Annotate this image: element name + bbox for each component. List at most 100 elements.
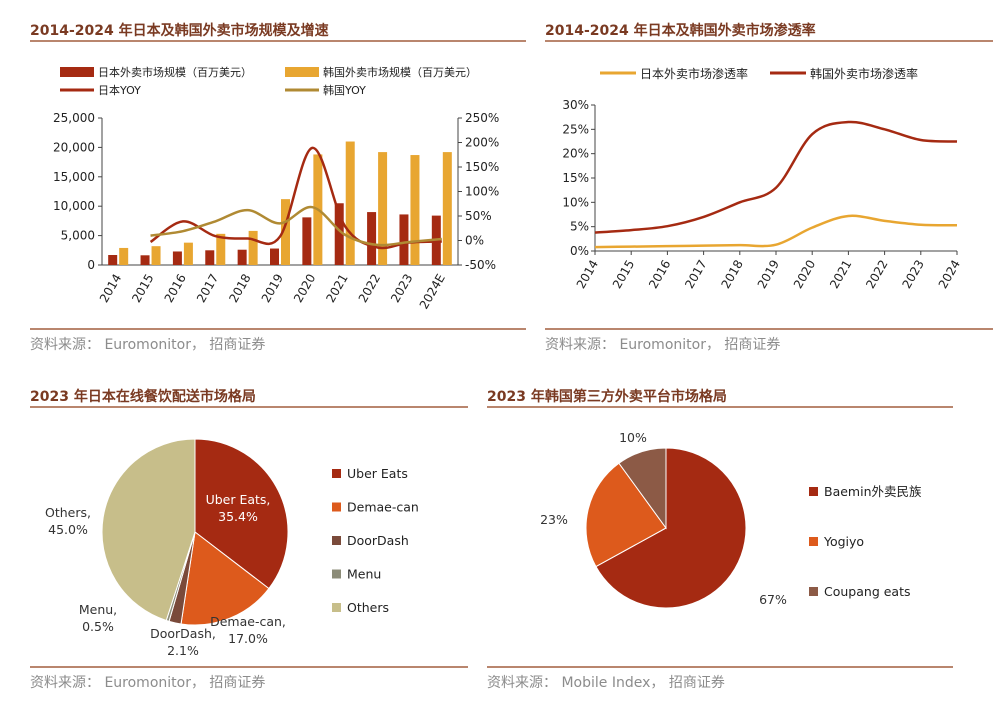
legend-swatch [60, 67, 94, 77]
right-tick-label: -50% [465, 258, 496, 272]
right-tick-label: 200% [465, 136, 499, 150]
right-tick-label: 0% [465, 234, 484, 248]
bar [151, 246, 161, 265]
x-tick-label: 2020 [791, 258, 818, 291]
y-tick-label: 25% [562, 122, 589, 136]
x-tick-label: 2022 [356, 272, 383, 305]
bar [216, 233, 226, 265]
legend-label: 日本外卖市场规模（百万美元） [98, 65, 252, 79]
slice-label: 17.0% [228, 631, 268, 646]
y-tick-label: 0% [570, 244, 589, 258]
left-tick-label: 5,000 [61, 229, 95, 243]
legend-label: 韩国外卖市场规模（百万美元） [323, 65, 477, 79]
x-tick-label: 2017 [194, 272, 221, 305]
pie-slice [618, 447, 667, 530]
bar [442, 152, 452, 265]
slice-label: Demae-can, [210, 614, 286, 629]
title-rule [30, 406, 468, 408]
legend-swatch [809, 537, 818, 546]
y-tick-label: 20% [562, 147, 589, 161]
bar [281, 199, 290, 265]
slice-label: Menu, [79, 602, 117, 617]
slice-label: 2.1% [167, 643, 199, 658]
x-tick-label: 2021 [323, 272, 350, 305]
legend-label: Baemin外卖民族 [824, 484, 922, 499]
legend-label: Yogiyo [823, 534, 864, 549]
bar [172, 251, 182, 265]
slice-label: 0.5% [82, 619, 114, 634]
title-rule [487, 406, 953, 408]
x-tick-label: 2020 [291, 272, 318, 305]
footer-rule [30, 328, 526, 330]
yoy-line [149, 146, 442, 250]
penetration-line [594, 214, 958, 249]
korea-market-share-pie: 67% Baemin外卖民族 23% Yogiyo 10% Coupang eats [540, 430, 922, 609]
pie-slice [585, 462, 667, 568]
source-note: 资料来源： Mobile Index， 招商证券 [487, 675, 725, 691]
bar [140, 255, 150, 265]
legend-swatch [332, 569, 341, 579]
legend-label: 韩国外卖市场渗透率 [810, 66, 918, 81]
left-tick-label: 20,000 [53, 140, 95, 154]
legend-swatch [809, 587, 818, 596]
bar [205, 250, 215, 265]
bar [248, 230, 258, 265]
bar [334, 203, 344, 265]
right-tick-label: 150% [465, 160, 499, 174]
x-tick-label: 2015 [610, 258, 637, 291]
pie-slice [194, 438, 289, 590]
x-tick-label: 2024 [936, 258, 963, 291]
x-tick-label: 2017 [682, 258, 709, 291]
slice-label: Others, [45, 505, 91, 520]
slice-label: 45.0% [48, 522, 88, 537]
left-tick-label: 15,000 [53, 170, 95, 184]
footer-rule [545, 328, 993, 330]
source-note: 资料来源： Euromonitor， 招商证券 [30, 675, 266, 691]
legend-label: DoorDash [347, 533, 409, 548]
x-tick-label: 2019 [755, 258, 782, 291]
penetration-chart: 日本外卖市场渗透率 韩国外卖市场渗透率 0% 5% 10% 15% 20% 25% 30% 201… [562, 66, 963, 291]
source-note: 资料来源： Euromonitor， 招商证券 [545, 337, 781, 353]
panel-title: 2014-2024 年日本及韩国外卖市场渗透率 [545, 23, 816, 39]
legend-label: Uber Eats [347, 466, 408, 481]
left-tick-label: 10,000 [53, 199, 95, 213]
legend-label: Menu [347, 567, 381, 582]
x-tick-label: 2014 [97, 272, 124, 305]
legend-label: 日本外卖市场渗透率 [640, 66, 748, 81]
right-tick-label: 50% [465, 209, 492, 223]
pie-slice [180, 531, 270, 626]
x-tick-label: 2023 [899, 258, 926, 291]
right-tick-label: 100% [465, 185, 499, 199]
legend-swatch [332, 536, 341, 545]
left-tick-label: 25,000 [53, 111, 95, 125]
bar [302, 217, 312, 265]
legend-label: 日本YOY [98, 83, 141, 97]
legend-swatch [809, 487, 818, 496]
x-tick-label: 2023 [388, 272, 415, 305]
penetration-line [594, 120, 958, 234]
right-tick-label: 250% [465, 111, 499, 125]
source-note: 资料来源： Euromonitor， 招商证券 [30, 337, 266, 353]
bar [345, 141, 355, 265]
panel-title: 2014-2024 年日本及韩国外卖市场规模及增速 [30, 23, 329, 39]
japan-market-share-pie: Uber Eats, 35.4% Uber Eats Demae-can, 17.0% D… [45, 438, 419, 658]
title-rule [545, 40, 993, 42]
slice-label: DoorDash, [150, 626, 216, 641]
x-tick-label: 2024E [417, 272, 448, 312]
panel-title: 2023 年韩国第三方外卖平台市场格局 [487, 389, 727, 405]
x-tick-label: 2021 [827, 258, 854, 291]
bar [183, 242, 193, 265]
x-tick-label: 2019 [259, 272, 286, 305]
slice-label: 10% [619, 430, 647, 445]
market-size-chart: 日本外卖市场规模（百万美元） 韩国外卖市场规模（百万美元） 日本YOY 韩国YOY 0 5… [53, 65, 499, 312]
bar [367, 212, 377, 265]
slice-label: 67% [759, 592, 787, 607]
legend-label: Demae-can [347, 500, 419, 515]
pie-slice [101, 438, 196, 622]
x-tick-label: 2016 [646, 258, 673, 291]
slice-label: 35.4% [218, 509, 258, 524]
left-tick-label: 0 [87, 258, 95, 272]
y-tick-label: 5% [570, 220, 589, 234]
slice-label: Uber Eats, [206, 492, 271, 507]
x-tick-label: 2016 [162, 272, 189, 305]
